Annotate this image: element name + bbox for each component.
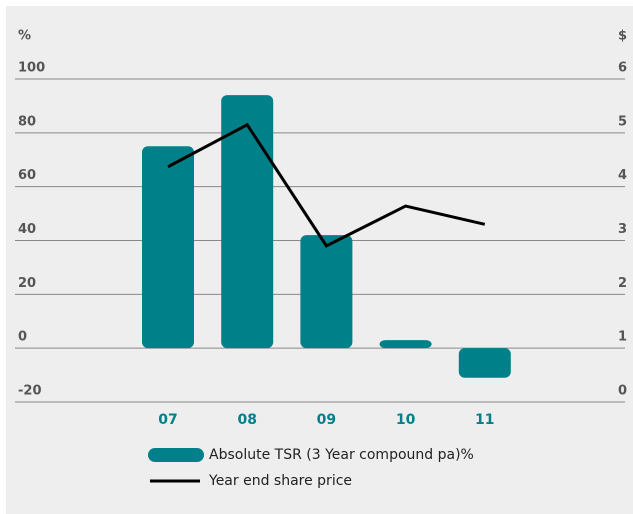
legend-swatch [148,448,204,462]
y-axis-label: % [18,29,31,44]
y2-tick-label: 0 [618,384,627,399]
y-tick-label: 20 [18,276,36,291]
bar [379,340,432,349]
y2-tick-label: 6 [618,61,627,76]
bar [300,235,353,349]
legend-label: Year end share price [208,473,352,489]
bar [142,146,194,349]
legend-label: Absolute TSR (3 Year compound pa)% [209,447,474,463]
y-tick-label: 80 [18,114,36,129]
line [167,122,486,248]
y2-tick-label: 5 [618,114,627,129]
y-tick-label: 40 [18,222,36,237]
y-tick-label: -20 [18,384,42,399]
y-tick-label: 60 [18,168,36,183]
y2-tick-label: 4 [618,168,627,183]
x-tick-label: 10 [396,412,416,428]
y2-tick-label: 1 [618,330,627,345]
y2-axis-label: $ [618,29,627,44]
y2-tick-label: 3 [618,222,627,237]
y-tick-label: 0 [18,330,27,345]
x-tick-label: 11 [475,412,494,428]
bar [458,348,511,378]
bar [221,95,274,349]
y2-tick-label: 2 [618,276,627,291]
x-tick-label: 08 [237,412,256,428]
x-tick-label: 09 [317,412,336,428]
y-tick-label: 100 [18,61,45,76]
x-tick-label: 07 [158,412,177,428]
